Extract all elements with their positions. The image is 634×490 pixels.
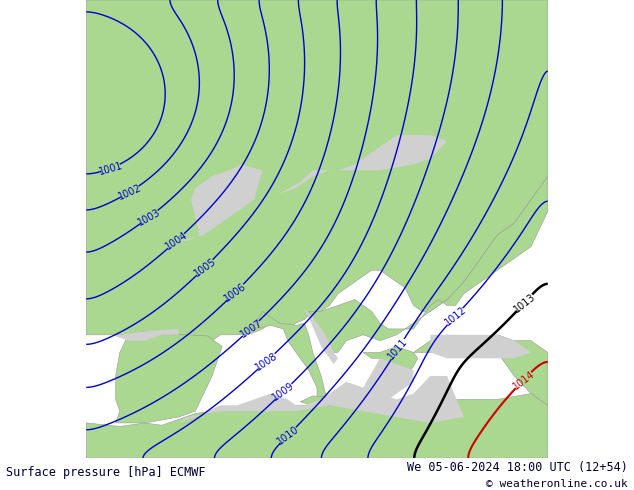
Text: Surface pressure [hPa] ECMWF: Surface pressure [hPa] ECMWF xyxy=(6,466,206,479)
Polygon shape xyxy=(145,159,210,258)
Polygon shape xyxy=(115,331,222,423)
Text: 1013: 1013 xyxy=(512,291,538,314)
Polygon shape xyxy=(233,12,447,188)
Text: 1004: 1004 xyxy=(163,230,189,252)
Text: 1001: 1001 xyxy=(98,160,124,176)
Polygon shape xyxy=(363,346,418,376)
Polygon shape xyxy=(430,335,531,358)
Polygon shape xyxy=(309,176,548,352)
Text: 1010: 1010 xyxy=(275,424,301,446)
Polygon shape xyxy=(86,393,548,458)
Text: 1002: 1002 xyxy=(117,182,143,201)
Polygon shape xyxy=(279,135,447,194)
Polygon shape xyxy=(112,329,179,341)
Polygon shape xyxy=(179,165,262,241)
Text: 1007: 1007 xyxy=(238,318,264,340)
Text: We 05-06-2024 18:00 UTC (12+54): We 05-06-2024 18:00 UTC (12+54) xyxy=(407,461,628,473)
Polygon shape xyxy=(179,376,464,423)
Polygon shape xyxy=(86,0,548,341)
Polygon shape xyxy=(413,335,548,405)
Polygon shape xyxy=(107,200,145,241)
Polygon shape xyxy=(363,358,413,405)
Polygon shape xyxy=(304,309,338,364)
Text: © weatheronline.co.uk: © weatheronline.co.uk xyxy=(486,479,628,490)
Text: 1014: 1014 xyxy=(510,368,536,392)
Text: 1006: 1006 xyxy=(223,281,249,303)
Text: 1009: 1009 xyxy=(271,380,297,403)
Text: 1005: 1005 xyxy=(192,256,217,279)
Text: 1003: 1003 xyxy=(136,207,162,227)
Polygon shape xyxy=(301,396,327,405)
Text: 1008: 1008 xyxy=(254,350,280,372)
Text: 1011: 1011 xyxy=(386,337,410,362)
Polygon shape xyxy=(252,311,330,405)
Text: 1012: 1012 xyxy=(443,305,468,328)
Polygon shape xyxy=(264,168,301,202)
